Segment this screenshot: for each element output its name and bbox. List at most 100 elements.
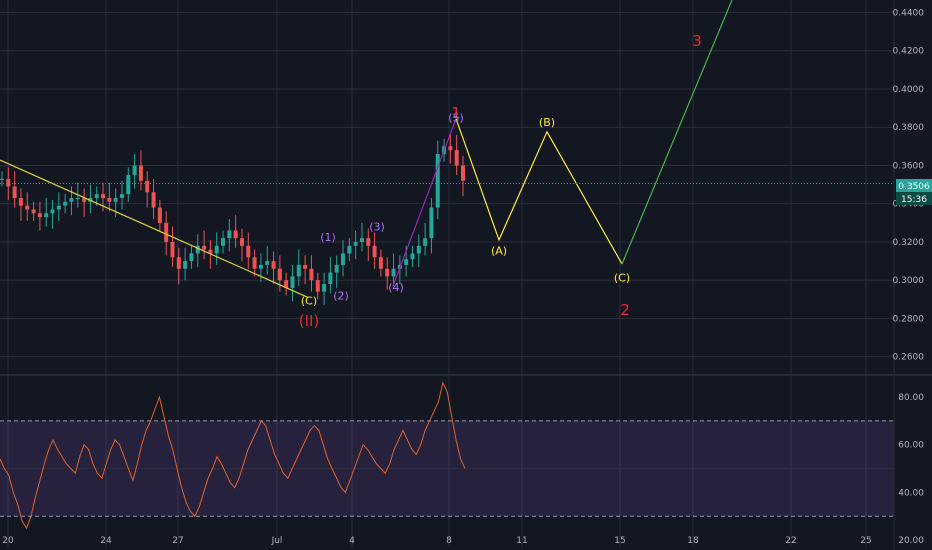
candle-body xyxy=(113,197,118,202)
rsi-tick-label: 60.00 xyxy=(898,441,924,451)
candle-body xyxy=(252,257,257,269)
time-tick-label: Jul xyxy=(271,536,283,546)
candle-body xyxy=(277,268,282,281)
candle-body xyxy=(454,150,459,166)
wave-label: 1 xyxy=(451,104,461,122)
wave-label: (C) xyxy=(614,272,630,285)
candle-body xyxy=(353,241,358,246)
candle-body xyxy=(44,213,49,218)
yellow-abc-projection xyxy=(455,118,623,265)
candle-body xyxy=(233,230,238,239)
candle-body xyxy=(385,268,390,277)
candle-body xyxy=(12,186,17,198)
candle-body xyxy=(94,194,99,198)
candle-body xyxy=(214,245,219,254)
countdown-label: 15:36 xyxy=(901,195,927,205)
candle-body xyxy=(82,197,87,202)
price-tick-label: 0.3200 xyxy=(893,238,925,248)
candle-body xyxy=(170,241,175,258)
candle-body xyxy=(404,259,409,265)
candle-body xyxy=(359,238,364,242)
candle-body xyxy=(246,245,251,258)
time-tick-label: 8 xyxy=(446,536,452,546)
wave-label: (A) xyxy=(491,244,507,257)
price-tick-label: 0.4400 xyxy=(893,8,925,18)
candle-body xyxy=(0,178,4,180)
wave-label: (1) xyxy=(320,231,336,244)
wave-label: (II) xyxy=(299,312,320,330)
time-tick-label: 22 xyxy=(785,536,796,546)
candle-body xyxy=(265,261,270,265)
candle-body xyxy=(347,245,352,254)
purple-wave-line xyxy=(392,118,457,287)
candle-body xyxy=(372,245,377,258)
time-tick-label: 25 xyxy=(860,536,871,546)
wave-label: (4) xyxy=(388,281,404,294)
candle-body xyxy=(164,222,169,242)
candle-body xyxy=(189,253,194,262)
candle-body xyxy=(208,249,213,254)
candle-body xyxy=(157,207,162,223)
time-axis-labels[interactable]: 20 24 27 Jul 4 8 11 15 18 22 25 xyxy=(2,536,871,546)
price-tick-label: 0.3800 xyxy=(893,123,925,133)
candle-body xyxy=(303,264,308,269)
rsi-tick-label: 80.00 xyxy=(898,393,924,403)
candle-body xyxy=(176,257,181,269)
time-tick-label: 20 xyxy=(2,536,14,546)
rsi-tick-label: 20.00 xyxy=(898,536,924,546)
candle-body xyxy=(107,197,112,202)
candle-body xyxy=(416,245,421,254)
candle-body xyxy=(6,178,11,187)
candle-body xyxy=(138,165,143,181)
candle-body xyxy=(296,264,301,277)
rsi-tick-label: 40.00 xyxy=(898,488,924,498)
candle-body xyxy=(284,280,289,288)
candle-body xyxy=(50,209,55,214)
price-tick-label: 0.4000 xyxy=(893,85,925,95)
wave-labels: 1(5) (B) 3 (1) (3) (A) (C) 2 (C) (2) (4) (II) xyxy=(299,32,702,330)
candle-body xyxy=(56,205,61,210)
candle-body xyxy=(448,146,453,151)
candle-body xyxy=(322,284,327,292)
price-tick-label: 0.3600 xyxy=(893,161,925,171)
last-price-label: 0.3506 xyxy=(898,182,930,192)
time-tick-label: 24 xyxy=(100,536,112,546)
rsi-band-bounds xyxy=(0,420,894,517)
price-tick-label: 0.2800 xyxy=(893,314,925,324)
wave-label: (2) xyxy=(333,290,349,303)
last-price-tag: 0.3506 15:36 xyxy=(896,179,932,205)
candle-body xyxy=(239,238,244,246)
candle-body xyxy=(145,180,150,193)
wave-label: (5) xyxy=(448,111,464,124)
green-impulse-projection xyxy=(621,0,733,265)
candle-body xyxy=(18,197,23,206)
candle-body xyxy=(429,207,434,239)
time-tick-label: 27 xyxy=(172,536,183,546)
candle-body xyxy=(183,261,188,269)
candle-body xyxy=(341,253,346,265)
candle-body xyxy=(410,253,415,260)
candle-body xyxy=(290,276,295,288)
candle-body xyxy=(63,201,68,206)
wave-label: 3 xyxy=(692,32,702,50)
time-tick-label: 4 xyxy=(349,536,355,546)
countdown-badge xyxy=(896,192,932,205)
candle-body xyxy=(391,268,396,277)
candle-body xyxy=(195,245,200,254)
candle-body xyxy=(101,194,106,198)
wave-label: 2 xyxy=(620,301,630,319)
candle-body xyxy=(202,245,207,250)
rsi-axis-labels[interactable]: 80.00 60.00 40.00 20.00 xyxy=(898,393,924,546)
candle-body xyxy=(126,175,131,195)
candle-body xyxy=(461,165,465,181)
candle-body xyxy=(119,194,124,198)
time-tick-label: 18 xyxy=(687,536,699,546)
candle-body xyxy=(37,213,42,218)
candle-body xyxy=(309,268,314,281)
time-tick-label: 15 xyxy=(614,536,625,546)
grid-lines xyxy=(0,0,894,546)
candle-body xyxy=(221,238,226,246)
wave-label: (3) xyxy=(369,221,385,234)
